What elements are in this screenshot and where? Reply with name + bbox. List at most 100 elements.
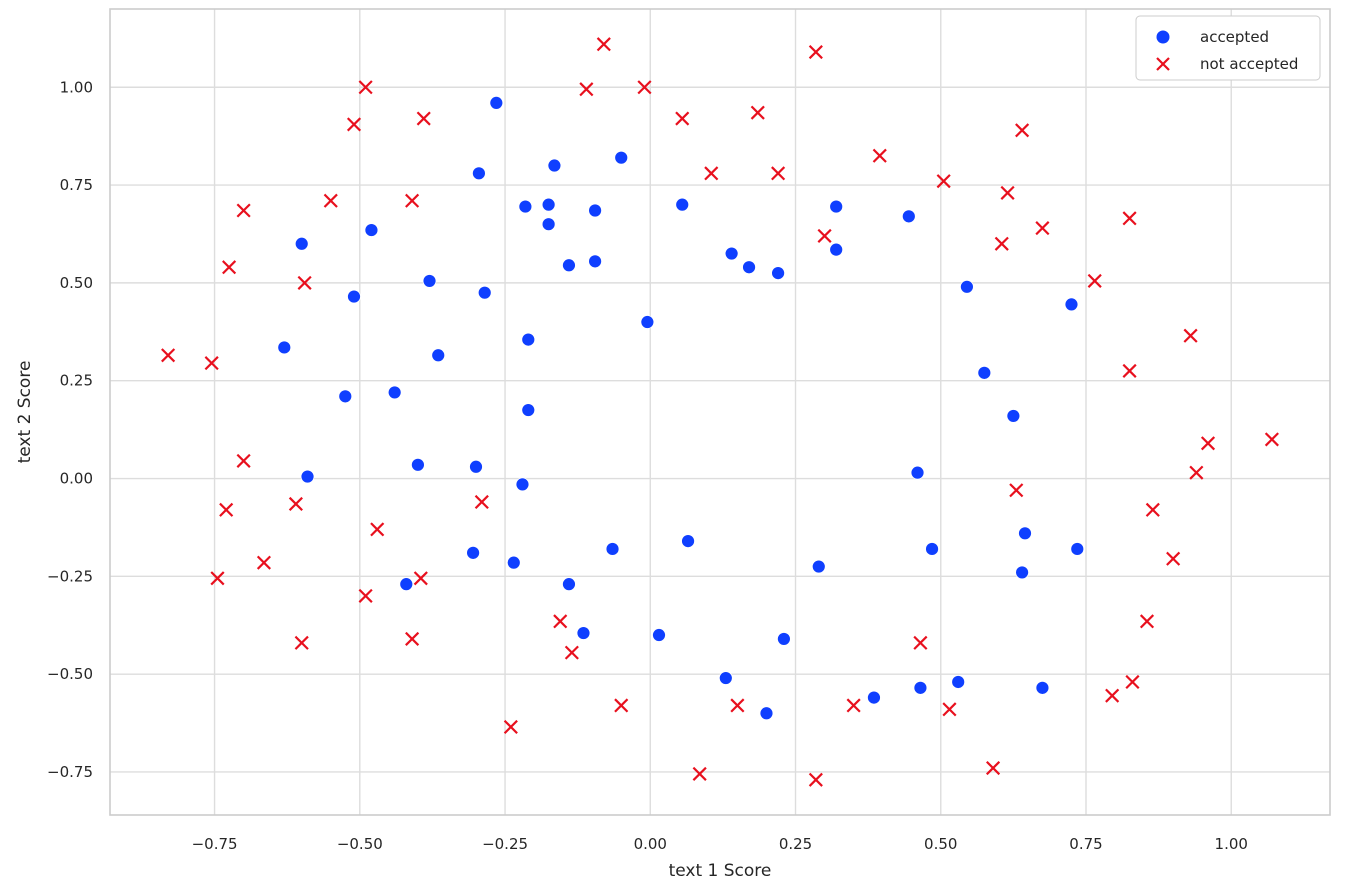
accepted-point — [742, 260, 756, 275]
not-accepted-point — [596, 37, 611, 52]
accepted-point — [925, 542, 939, 556]
accepted-point — [951, 675, 966, 689]
not-accepted-point — [942, 702, 957, 717]
not-accepted-point — [236, 453, 251, 468]
not-accepted-point — [1122, 363, 1137, 378]
not-accepted-point — [985, 760, 1001, 776]
accepted-point — [1035, 680, 1050, 695]
not-accepted-point — [1105, 688, 1120, 703]
y-tick-label: 0.50 — [60, 274, 93, 292]
not-accepted-point — [1139, 614, 1155, 629]
data-points — [161, 37, 1279, 787]
not-accepted-point — [1015, 123, 1030, 138]
accepted-point — [515, 477, 530, 492]
not-accepted-point — [288, 496, 303, 512]
not-accepted-point — [1264, 432, 1279, 447]
accepted-point — [829, 242, 844, 257]
plot-frame — [109, 8, 1331, 816]
not-accepted-point — [1183, 328, 1198, 343]
not-accepted-point — [503, 719, 518, 735]
accepted-point — [614, 150, 629, 165]
x-tick-label: −0.25 — [482, 835, 528, 853]
accepted-point — [1070, 542, 1085, 556]
accepted-point — [576, 626, 591, 640]
accepted-point — [364, 223, 379, 237]
y-tick-label: 0.75 — [60, 176, 93, 194]
not-accepted-point — [219, 502, 234, 517]
accepted-point — [675, 197, 690, 212]
not-accepted-point — [808, 772, 823, 787]
accepted-point — [562, 258, 576, 273]
not-accepted-point — [1122, 211, 1137, 226]
not-accepted-point — [872, 148, 887, 163]
not-accepted-point — [1189, 465, 1204, 480]
accepted-point — [811, 559, 826, 574]
accepted-point — [605, 542, 620, 556]
y-tick-label: 0.25 — [60, 372, 93, 390]
accepted-point — [1015, 565, 1029, 580]
accepted-point — [718, 671, 733, 685]
x-tick-label: 0.25 — [779, 835, 812, 853]
not-accepted-point — [236, 203, 251, 218]
not-accepted-point — [474, 494, 489, 510]
accepted-point — [652, 628, 666, 642]
not-accepted-point — [358, 588, 373, 603]
not-accepted-point — [1125, 674, 1140, 690]
not-accepted-point — [1166, 551, 1181, 566]
accepted-point — [422, 274, 437, 288]
x-tick-label: −0.50 — [337, 835, 383, 853]
not-accepted-point — [413, 571, 428, 586]
not-accepted-point — [675, 111, 690, 126]
accepted-point — [724, 246, 739, 261]
not-accepted-point — [210, 571, 225, 586]
accepted-point — [777, 632, 791, 646]
accepted-point — [1064, 297, 1079, 312]
accepted-point — [640, 315, 655, 329]
accepted-point — [541, 217, 556, 232]
accepted-point — [867, 690, 881, 705]
not-accepted-point — [994, 236, 1009, 251]
y-tick-label: −0.50 — [47, 665, 93, 683]
x-axis-label: text 1 Score — [669, 861, 772, 881]
accepted-point — [901, 209, 916, 224]
not-accepted-point — [1035, 221, 1050, 236]
not-accepted-point — [730, 698, 745, 713]
legend-label-not-accepted: not accepted — [1200, 55, 1298, 73]
not-accepted-point — [808, 44, 823, 60]
accepted-point — [829, 199, 844, 214]
accepted-point — [759, 706, 774, 721]
not-accepted-point — [1087, 273, 1102, 288]
y-tick-label: 0.00 — [60, 470, 93, 488]
not-accepted-point — [405, 193, 420, 208]
not-accepted-point — [750, 105, 765, 120]
not-accepted-point — [614, 698, 629, 713]
not-accepted-point — [771, 166, 786, 181]
x-tick-labels: −0.75 −0.50 −0.25 0.00 0.25 0.50 0.75 1.00 — [192, 835, 1248, 853]
not-accepted-point — [913, 635, 928, 650]
not-accepted-point — [346, 117, 362, 132]
x-tick-label: 0.50 — [924, 835, 957, 853]
y-tick-label: 1.00 — [60, 78, 93, 96]
accepted-point — [277, 340, 292, 355]
y-tick-labels: −0.75 −0.50 −0.25 0.00 0.25 0.50 0.75 1.00 — [47, 78, 93, 781]
accepted-point — [347, 289, 361, 304]
accepted-point — [1018, 526, 1032, 541]
accepted-point — [431, 348, 446, 363]
not-accepted-point — [256, 555, 272, 570]
accepted-point — [506, 555, 521, 570]
accepted-point — [913, 680, 928, 695]
legend: accepted not accepted — [1135, 15, 1321, 81]
accepted-point — [977, 365, 992, 380]
grid-lines — [110, 9, 1330, 815]
x-tick-label: −0.75 — [192, 835, 238, 853]
accepted-point — [338, 389, 353, 404]
y-tick-label: −0.75 — [47, 763, 93, 781]
accepted-point — [1006, 409, 1021, 423]
accepted-point — [771, 266, 785, 281]
not-accepted-point — [297, 275, 312, 290]
accepted-point — [541, 197, 556, 212]
accepted-point — [472, 166, 486, 181]
not-accepted-point — [405, 631, 420, 646]
legend-marker-not-accepted — [1156, 57, 1170, 71]
